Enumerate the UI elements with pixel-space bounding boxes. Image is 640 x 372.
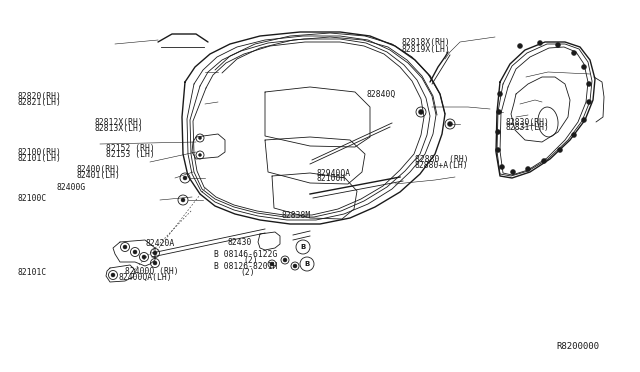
Circle shape — [153, 251, 157, 255]
Circle shape — [572, 132, 577, 138]
Text: 82100C: 82100C — [18, 194, 47, 203]
Text: 82152 (RH): 82152 (RH) — [106, 144, 154, 153]
Text: 82153 (LH): 82153 (LH) — [106, 150, 154, 159]
Circle shape — [495, 129, 500, 135]
Circle shape — [183, 176, 187, 180]
Text: 82880  (RH): 82880 (RH) — [415, 155, 468, 164]
Text: B: B — [300, 244, 306, 250]
Text: 82940QA: 82940QA — [317, 169, 351, 177]
Circle shape — [495, 148, 500, 153]
Text: 82400G: 82400G — [56, 183, 86, 192]
Circle shape — [497, 109, 502, 115]
Text: 82401(LH): 82401(LH) — [77, 171, 121, 180]
Circle shape — [142, 255, 146, 259]
Text: R8200000: R8200000 — [557, 342, 600, 351]
Circle shape — [293, 264, 297, 268]
Circle shape — [538, 41, 543, 45]
Circle shape — [497, 92, 502, 96]
Circle shape — [586, 99, 591, 105]
Circle shape — [541, 158, 547, 164]
Text: (2): (2) — [240, 268, 255, 277]
Circle shape — [181, 198, 185, 202]
Text: 82100(RH): 82100(RH) — [18, 148, 62, 157]
Text: 82821(LH): 82821(LH) — [18, 98, 62, 107]
Circle shape — [419, 109, 424, 115]
Text: 82838M: 82838M — [282, 211, 311, 220]
Text: 82101(LH): 82101(LH) — [18, 154, 62, 163]
Circle shape — [518, 44, 522, 48]
Circle shape — [525, 167, 531, 171]
Text: 82819X(LH): 82819X(LH) — [402, 45, 451, 54]
Text: B: B — [305, 261, 310, 267]
Text: 82813X(LH): 82813X(LH) — [95, 124, 143, 133]
Circle shape — [447, 122, 452, 126]
Circle shape — [198, 154, 202, 157]
Text: 82831(LH): 82831(LH) — [506, 124, 550, 132]
Circle shape — [511, 170, 515, 174]
Text: 82400Q (RH): 82400Q (RH) — [125, 267, 179, 276]
Text: 82880+A(LH): 82880+A(LH) — [415, 161, 468, 170]
Text: 82820(RH): 82820(RH) — [18, 92, 62, 101]
Circle shape — [270, 262, 274, 266]
Circle shape — [133, 250, 137, 254]
Circle shape — [582, 64, 586, 70]
Text: 82840Q: 82840Q — [366, 90, 396, 99]
Circle shape — [557, 148, 563, 153]
Circle shape — [582, 118, 586, 122]
Text: 82100H: 82100H — [317, 174, 346, 183]
Text: (2): (2) — [243, 256, 258, 265]
Text: 82812X(RH): 82812X(RH) — [95, 118, 143, 127]
Text: 82818X(RH): 82818X(RH) — [402, 38, 451, 47]
Circle shape — [283, 258, 287, 262]
Text: B 08146-6122G: B 08146-6122G — [214, 250, 278, 259]
Text: 82830(RH): 82830(RH) — [506, 118, 550, 126]
Circle shape — [198, 137, 202, 140]
Text: 82400(RH): 82400(RH) — [77, 165, 121, 174]
Text: 82430: 82430 — [227, 238, 252, 247]
Text: B 08126-8201H: B 08126-8201H — [214, 262, 278, 271]
Circle shape — [111, 273, 115, 277]
Text: 82420A: 82420A — [146, 239, 175, 248]
Text: 82400QA(LH): 82400QA(LH) — [118, 273, 172, 282]
Text: 82101C: 82101C — [18, 268, 47, 277]
Circle shape — [153, 261, 157, 265]
Circle shape — [586, 81, 591, 87]
Circle shape — [499, 164, 504, 170]
Circle shape — [556, 42, 561, 48]
Circle shape — [123, 245, 127, 249]
Circle shape — [572, 51, 577, 55]
